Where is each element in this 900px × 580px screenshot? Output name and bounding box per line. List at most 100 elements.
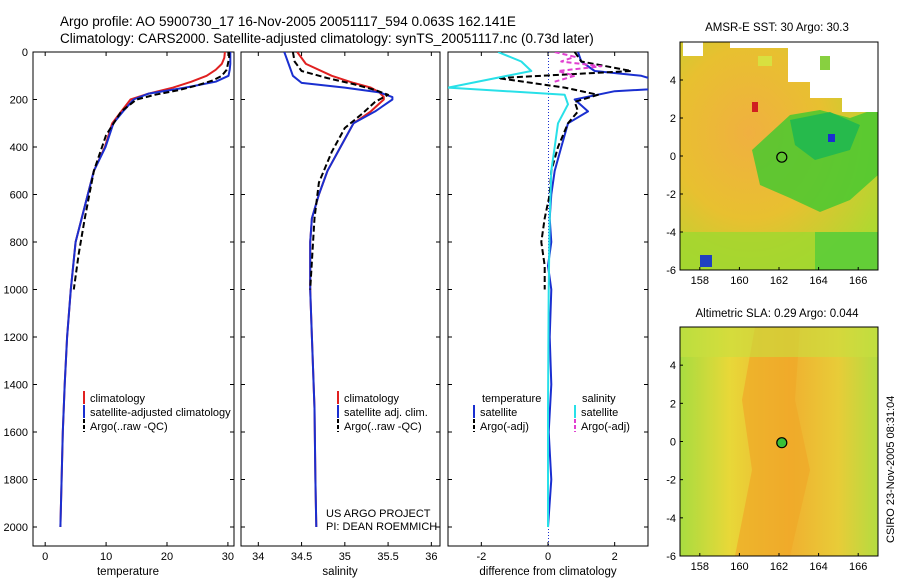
y-tick-label: 200 <box>10 95 28 107</box>
map-x-tick-label: 164 <box>809 561 827 573</box>
map-x-tick-label: 160 <box>730 561 748 573</box>
difference-legend-temp-argo: Argo(-adj) <box>480 421 529 433</box>
map-y-tick-label: 0 <box>670 437 676 449</box>
sst-heatmap <box>680 42 878 270</box>
map-y-tick-label: 0 <box>670 151 676 163</box>
x-tick-label: 34 <box>252 551 264 563</box>
project-line2: PI: DEAN ROEMMICH <box>326 521 437 533</box>
series-line-temperature-satellite <box>547 52 648 528</box>
x-tick-label: 0 <box>42 551 48 563</box>
sst-map-ticks: 158 160 162 164 166 -6 -4 -2 0 2 4 <box>666 75 867 287</box>
series-line-argo-raw-qc- <box>72 52 231 290</box>
sst-argo-marker <box>776 151 788 163</box>
x-tick-label: 10 <box>100 551 112 563</box>
sst-map-panel: AMSR-E SST: 30 Argo: 30.3 158 160 162 164 16… <box>666 22 879 287</box>
y-tick-label: 0 <box>22 47 28 59</box>
x-tick-label: 35.5 <box>377 551 398 563</box>
sst-cell <box>828 134 835 142</box>
y-tick-label: 1000 <box>4 285 28 297</box>
sst-deep-green-patch <box>790 112 860 160</box>
map-x-tick-label: 164 <box>809 275 827 287</box>
salinity-axes-frame <box>240 51 441 547</box>
y-tick-label: 400 <box>10 142 28 154</box>
map-y-tick-label: -2 <box>666 189 676 201</box>
y-tick-label: 1600 <box>4 427 28 439</box>
y-tick-label: 1400 <box>4 380 28 392</box>
difference-lines <box>448 52 648 528</box>
salinity-ticks: 34 34.5 35 35.5 36 <box>241 51 440 563</box>
figure-title-line1: Argo profile: AO 5900730_17 16-Nov-2005 … <box>60 14 516 29</box>
sst-missing-region <box>730 42 878 112</box>
series-line-temperature-argo-adj- <box>497 52 633 290</box>
sla-north-band <box>680 327 878 357</box>
difference-legend-sal-satellite: satellite <box>581 407 618 419</box>
temperature-axes-frame <box>32 51 235 547</box>
temperature-legend-argo: Argo(..raw -QC) <box>90 421 168 433</box>
salinity-legend-climatology: climatology <box>344 393 400 405</box>
difference-legend: temperature satellite Argo(-adj) salinit… <box>473 393 630 433</box>
salinity-legend: climatology satellite adj. clim. Argo(..… <box>337 391 428 433</box>
project-line1: US ARGO PROJECT <box>326 508 431 520</box>
sst-cell <box>700 255 712 267</box>
salinity-legend-argo: Argo(..raw -QC) <box>344 421 422 433</box>
y-tick-label: 600 <box>10 190 28 202</box>
difference-legend-temp-satellite: satellite <box>480 407 517 419</box>
temperature-legend-climatology: climatology <box>90 393 146 405</box>
difference-legend-sal-argo: Argo(-adj) <box>581 421 630 433</box>
sst-southeast-patch <box>815 232 878 270</box>
map-y-tick-label: -4 <box>666 513 676 525</box>
x-tick-label: 0 <box>545 551 551 563</box>
map-x-tick-label: 158 <box>691 275 709 287</box>
y-tick-label: 1800 <box>4 475 28 487</box>
sst-missing-cell <box>683 42 703 56</box>
sla-argo-marker <box>776 437 788 449</box>
salinity-xlabel: salinity <box>322 566 357 578</box>
x-tick-label: -2 <box>476 551 486 563</box>
y-tick-label: 1200 <box>4 332 28 344</box>
salinity-lines <box>283 52 394 528</box>
sst-cell <box>758 56 772 66</box>
map-y-tick-label: 4 <box>670 360 676 372</box>
map-x-tick-label: 166 <box>849 275 867 287</box>
map-y-tick-label: 2 <box>670 398 676 410</box>
difference-panel: -2 0 2 difference from climatology tempera… <box>447 51 649 578</box>
map-x-tick-label: 162 <box>770 561 788 573</box>
map-x-tick-label: 162 <box>770 275 788 287</box>
series-line-salinity-argo-adj- <box>554 52 603 83</box>
difference-xlabel: difference from climatology <box>479 566 616 578</box>
sst-cell <box>752 102 758 112</box>
map-y-tick-label: -4 <box>666 227 676 239</box>
difference-ticks: -2 0 2 <box>448 51 648 563</box>
map-x-tick-label: 160 <box>730 275 748 287</box>
series-line-satellite-adjusted-climatology <box>59 52 232 528</box>
temperature-xlabel: temperature <box>97 566 159 578</box>
sla-map-ticks: 158 160 162 164 166 -6 -4 -2 0 2 4 <box>666 360 867 573</box>
sla-map-panel: Altimetric SLA: 0.29 Argo: 0.044 158 160 1… <box>666 308 879 573</box>
sla-orange-band <box>735 327 810 556</box>
salinity-legend-satellite: satellite adj. clim. <box>344 407 428 419</box>
sst-cell <box>820 56 830 70</box>
temperature-lines <box>59 52 232 528</box>
map-y-tick-label: -6 <box>666 265 676 277</box>
map-y-tick-label: 4 <box>670 75 676 87</box>
series-line-argo-raw-qc- <box>291 52 390 290</box>
y-tick-label: 800 <box>10 237 28 249</box>
map-x-tick-label: 166 <box>849 561 867 573</box>
temperature-panel: 0 10 20 30 0 200 400 600 800 1000 1200 1400 1600 1800… <box>4 47 235 578</box>
map-y-tick-label: 2 <box>670 113 676 125</box>
x-tick-label: 30 <box>222 551 234 563</box>
temperature-legend: climatology satellite-adjusted climatolo… <box>83 391 231 433</box>
x-tick-label: 20 <box>161 551 173 563</box>
difference-legend-salinity-title: salinity <box>582 393 616 405</box>
figure-title-line2: Climatology: CARS2000. Satellite-adjuste… <box>60 31 594 46</box>
x-tick-label: 35 <box>339 551 351 563</box>
x-tick-label: 34.5 <box>291 551 312 563</box>
difference-legend-temperature-title: temperature <box>482 393 541 405</box>
map-x-tick-label: 158 <box>691 561 709 573</box>
map-y-tick-label: -2 <box>666 475 676 487</box>
temperature-ticks: 0 10 20 30 0 200 400 600 800 1000 1200 1400 1600 1800… <box>4 47 235 563</box>
x-tick-label: 36 <box>425 551 437 563</box>
temperature-legend-satellite: satellite-adjusted climatology <box>90 407 231 419</box>
x-tick-label: 2 <box>612 551 618 563</box>
